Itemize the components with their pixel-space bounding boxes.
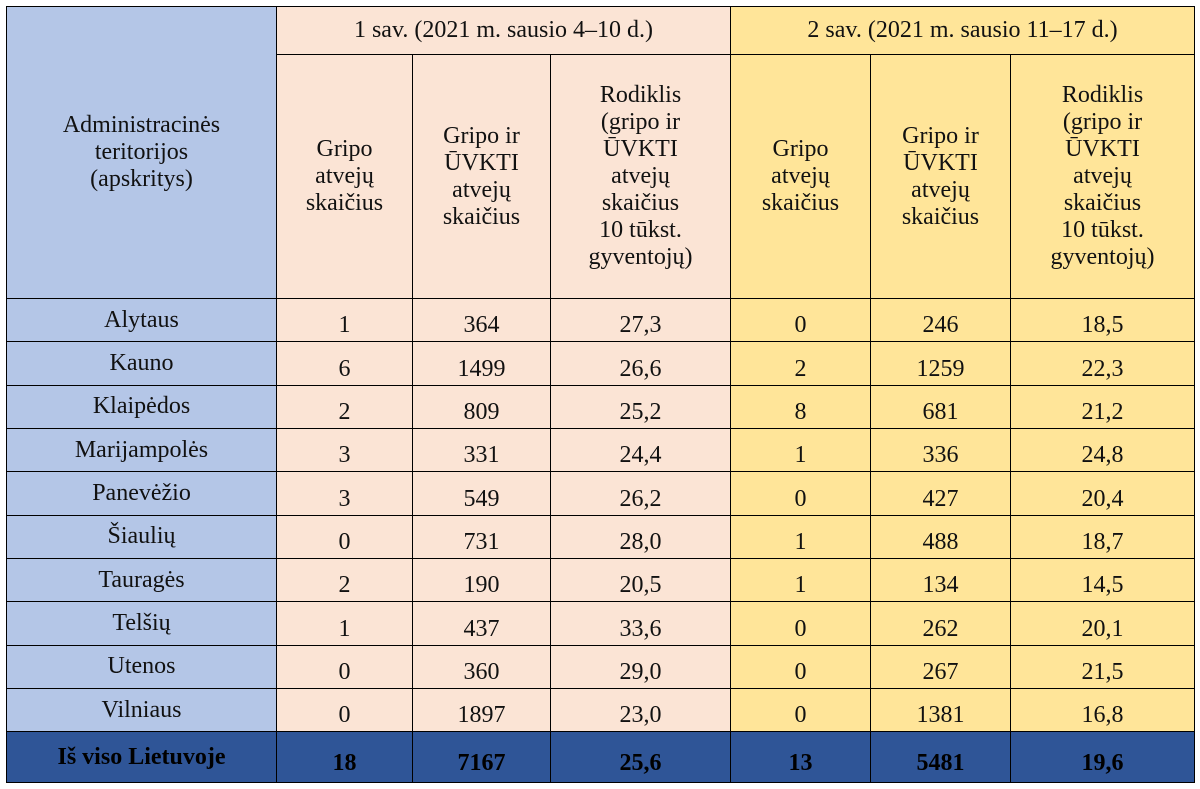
table-row: Alytaus 1 364 27,3 0 246 18,5 xyxy=(6,297,1195,343)
week1-flu-cases: 2 xyxy=(276,558,413,603)
week1-flu-uvkti-cases: 331 xyxy=(412,428,551,473)
week1-flu-cases: 2 xyxy=(276,384,413,430)
week1-rate: 28,0 xyxy=(550,514,731,560)
region-name: Utenos xyxy=(6,644,277,690)
week2-flu-uvkti-cases: 134 xyxy=(870,558,1011,603)
total-label: Iš viso Lietuvoje xyxy=(6,731,277,783)
week1-flu-cases: 3 xyxy=(276,428,413,473)
table-row: Šiaulių 0 731 28,0 1 488 18,7 xyxy=(6,514,1195,560)
week1-flu-uvkti-cases: 809 xyxy=(412,384,551,430)
week2-flu-cases: 0 xyxy=(730,644,871,690)
region-column-header: Administracinės teritorijos (apskritys) xyxy=(6,6,277,299)
table-row: Klaipėdos 2 809 25,2 8 681 21,2 xyxy=(6,384,1195,430)
region-name: Alytaus xyxy=(6,297,277,343)
week1-rate: 26,2 xyxy=(550,471,731,516)
week2-rate: 14,5 xyxy=(1010,558,1195,603)
region-name: Marijampolės xyxy=(6,428,277,473)
week1-flu-cases: 0 xyxy=(276,644,413,690)
week2-flu-uvkti-cases-header: Gripo ir ŪVKTI atvejų skaičius xyxy=(870,54,1011,299)
week2-rate: 20,1 xyxy=(1010,601,1195,646)
week1-rate: 33,6 xyxy=(550,601,731,646)
week1-rate: 26,6 xyxy=(550,341,731,386)
flu-statistics-table: Administracinės teritorijos (apskritys) … xyxy=(6,6,1195,783)
week1-flu-uvkti-cases: 364 xyxy=(412,297,551,343)
week2-flu-uvkti-cases: 1259 xyxy=(870,341,1011,386)
week1-flu-uvkti-cases: 731 xyxy=(412,514,551,560)
total-week1-flu-cases: 18 xyxy=(276,731,413,783)
region-name: Kauno xyxy=(6,341,277,386)
week1-rate-header: Rodiklis (gripo ir ŪVKTI atvejų skaičius… xyxy=(550,54,731,299)
week2-rate: 20,4 xyxy=(1010,471,1195,516)
week1-flu-uvkti-cases: 437 xyxy=(412,601,551,646)
week2-flu-cases: 1 xyxy=(730,514,871,560)
week2-flu-cases: 1 xyxy=(730,428,871,473)
table-row: Telšių 1 437 33,6 0 262 20,1 xyxy=(6,601,1195,646)
region-name: Klaipėdos xyxy=(6,384,277,430)
total-week2-flu-cases: 13 xyxy=(730,731,871,783)
week2-rate: 22,3 xyxy=(1010,341,1195,386)
total-week1-flu-uvkti-cases: 7167 xyxy=(412,731,551,783)
week2-rate: 18,5 xyxy=(1010,297,1195,343)
week1-flu-cases-header: Gripo atvejų skaičius xyxy=(276,54,413,299)
table-row: Kauno 6 1499 26,6 2 1259 22,3 xyxy=(6,341,1195,386)
week2-rate: 16,8 xyxy=(1010,688,1195,733)
total-week2-rate: 19,6 xyxy=(1010,731,1195,783)
week2-flu-cases: 0 xyxy=(730,601,871,646)
week1-rate: 20,5 xyxy=(550,558,731,603)
week1-rate: 24,4 xyxy=(550,428,731,473)
week1-header: 1 sav. (2021 m. sausio 4–10 d.) xyxy=(276,6,731,55)
week1-flu-cases: 6 xyxy=(276,341,413,386)
week2-flu-uvkti-cases: 267 xyxy=(870,644,1011,690)
week1-flu-uvkti-cases: 360 xyxy=(412,644,551,690)
week1-rate: 29,0 xyxy=(550,644,731,690)
table-row: Utenos 0 360 29,0 0 267 21,5 xyxy=(6,644,1195,690)
week1-flu-uvkti-cases: 1897 xyxy=(412,688,551,733)
week1-flu-cases: 1 xyxy=(276,601,413,646)
week1-flu-uvkti-cases-header: Gripo ir ŪVKTI atvejų skaičius xyxy=(412,54,551,299)
region-name: Vilniaus xyxy=(6,688,277,733)
week2-rate: 24,8 xyxy=(1010,428,1195,473)
table-row: Panevėžio 3 549 26,2 0 427 20,4 xyxy=(6,471,1195,516)
table-row: Tauragės 2 190 20,5 1 134 14,5 xyxy=(6,558,1195,603)
week2-flu-cases: 0 xyxy=(730,471,871,516)
week1-flu-cases: 1 xyxy=(276,297,413,343)
week1-flu-uvkti-cases: 190 xyxy=(412,558,551,603)
week2-flu-cases: 8 xyxy=(730,384,871,430)
week2-flu-uvkti-cases: 246 xyxy=(870,297,1011,343)
region-name: Panevėžio xyxy=(6,471,277,516)
week2-rate: 21,5 xyxy=(1010,644,1195,690)
week2-rate-header: Rodiklis (gripo ir ŪVKTI atvejų skaičius… xyxy=(1010,54,1195,299)
week2-flu-uvkti-cases: 1381 xyxy=(870,688,1011,733)
week1-flu-cases: 0 xyxy=(276,688,413,733)
week2-rate: 18,7 xyxy=(1010,514,1195,560)
week1-flu-cases: 3 xyxy=(276,471,413,516)
week2-flu-cases: 0 xyxy=(730,297,871,343)
total-week2-flu-uvkti-cases: 5481 xyxy=(870,731,1011,783)
week1-flu-uvkti-cases: 1499 xyxy=(412,341,551,386)
region-name: Telšių xyxy=(6,601,277,646)
week1-rate: 23,0 xyxy=(550,688,731,733)
week2-flu-cases: 2 xyxy=(730,341,871,386)
week1-rate: 25,2 xyxy=(550,384,731,430)
week2-flu-uvkti-cases: 488 xyxy=(870,514,1011,560)
week2-flu-cases-header: Gripo atvejų skaičius xyxy=(730,54,871,299)
region-name: Šiaulių xyxy=(6,514,277,560)
week2-flu-uvkti-cases: 427 xyxy=(870,471,1011,516)
week2-flu-uvkti-cases: 681 xyxy=(870,384,1011,430)
week1-flu-uvkti-cases: 549 xyxy=(412,471,551,516)
week2-flu-uvkti-cases: 336 xyxy=(870,428,1011,473)
table-row: Marijampolės 3 331 24,4 1 336 24,8 xyxy=(6,428,1195,473)
total-week1-rate: 25,6 xyxy=(550,731,731,783)
week2-header: 2 sav. (2021 m. sausio 11–17 d.) xyxy=(730,6,1195,55)
week2-flu-uvkti-cases: 262 xyxy=(870,601,1011,646)
total-row: Iš viso Lietuvoje 18 7167 25,6 13 5481 1… xyxy=(6,731,1195,783)
week1-rate: 27,3 xyxy=(550,297,731,343)
week2-flu-cases: 0 xyxy=(730,688,871,733)
week1-flu-cases: 0 xyxy=(276,514,413,560)
region-name: Tauragės xyxy=(6,558,277,603)
week2-rate: 21,2 xyxy=(1010,384,1195,430)
week2-flu-cases: 1 xyxy=(730,558,871,603)
table-row: Vilniaus 0 1897 23,0 0 1381 16,8 xyxy=(6,688,1195,733)
